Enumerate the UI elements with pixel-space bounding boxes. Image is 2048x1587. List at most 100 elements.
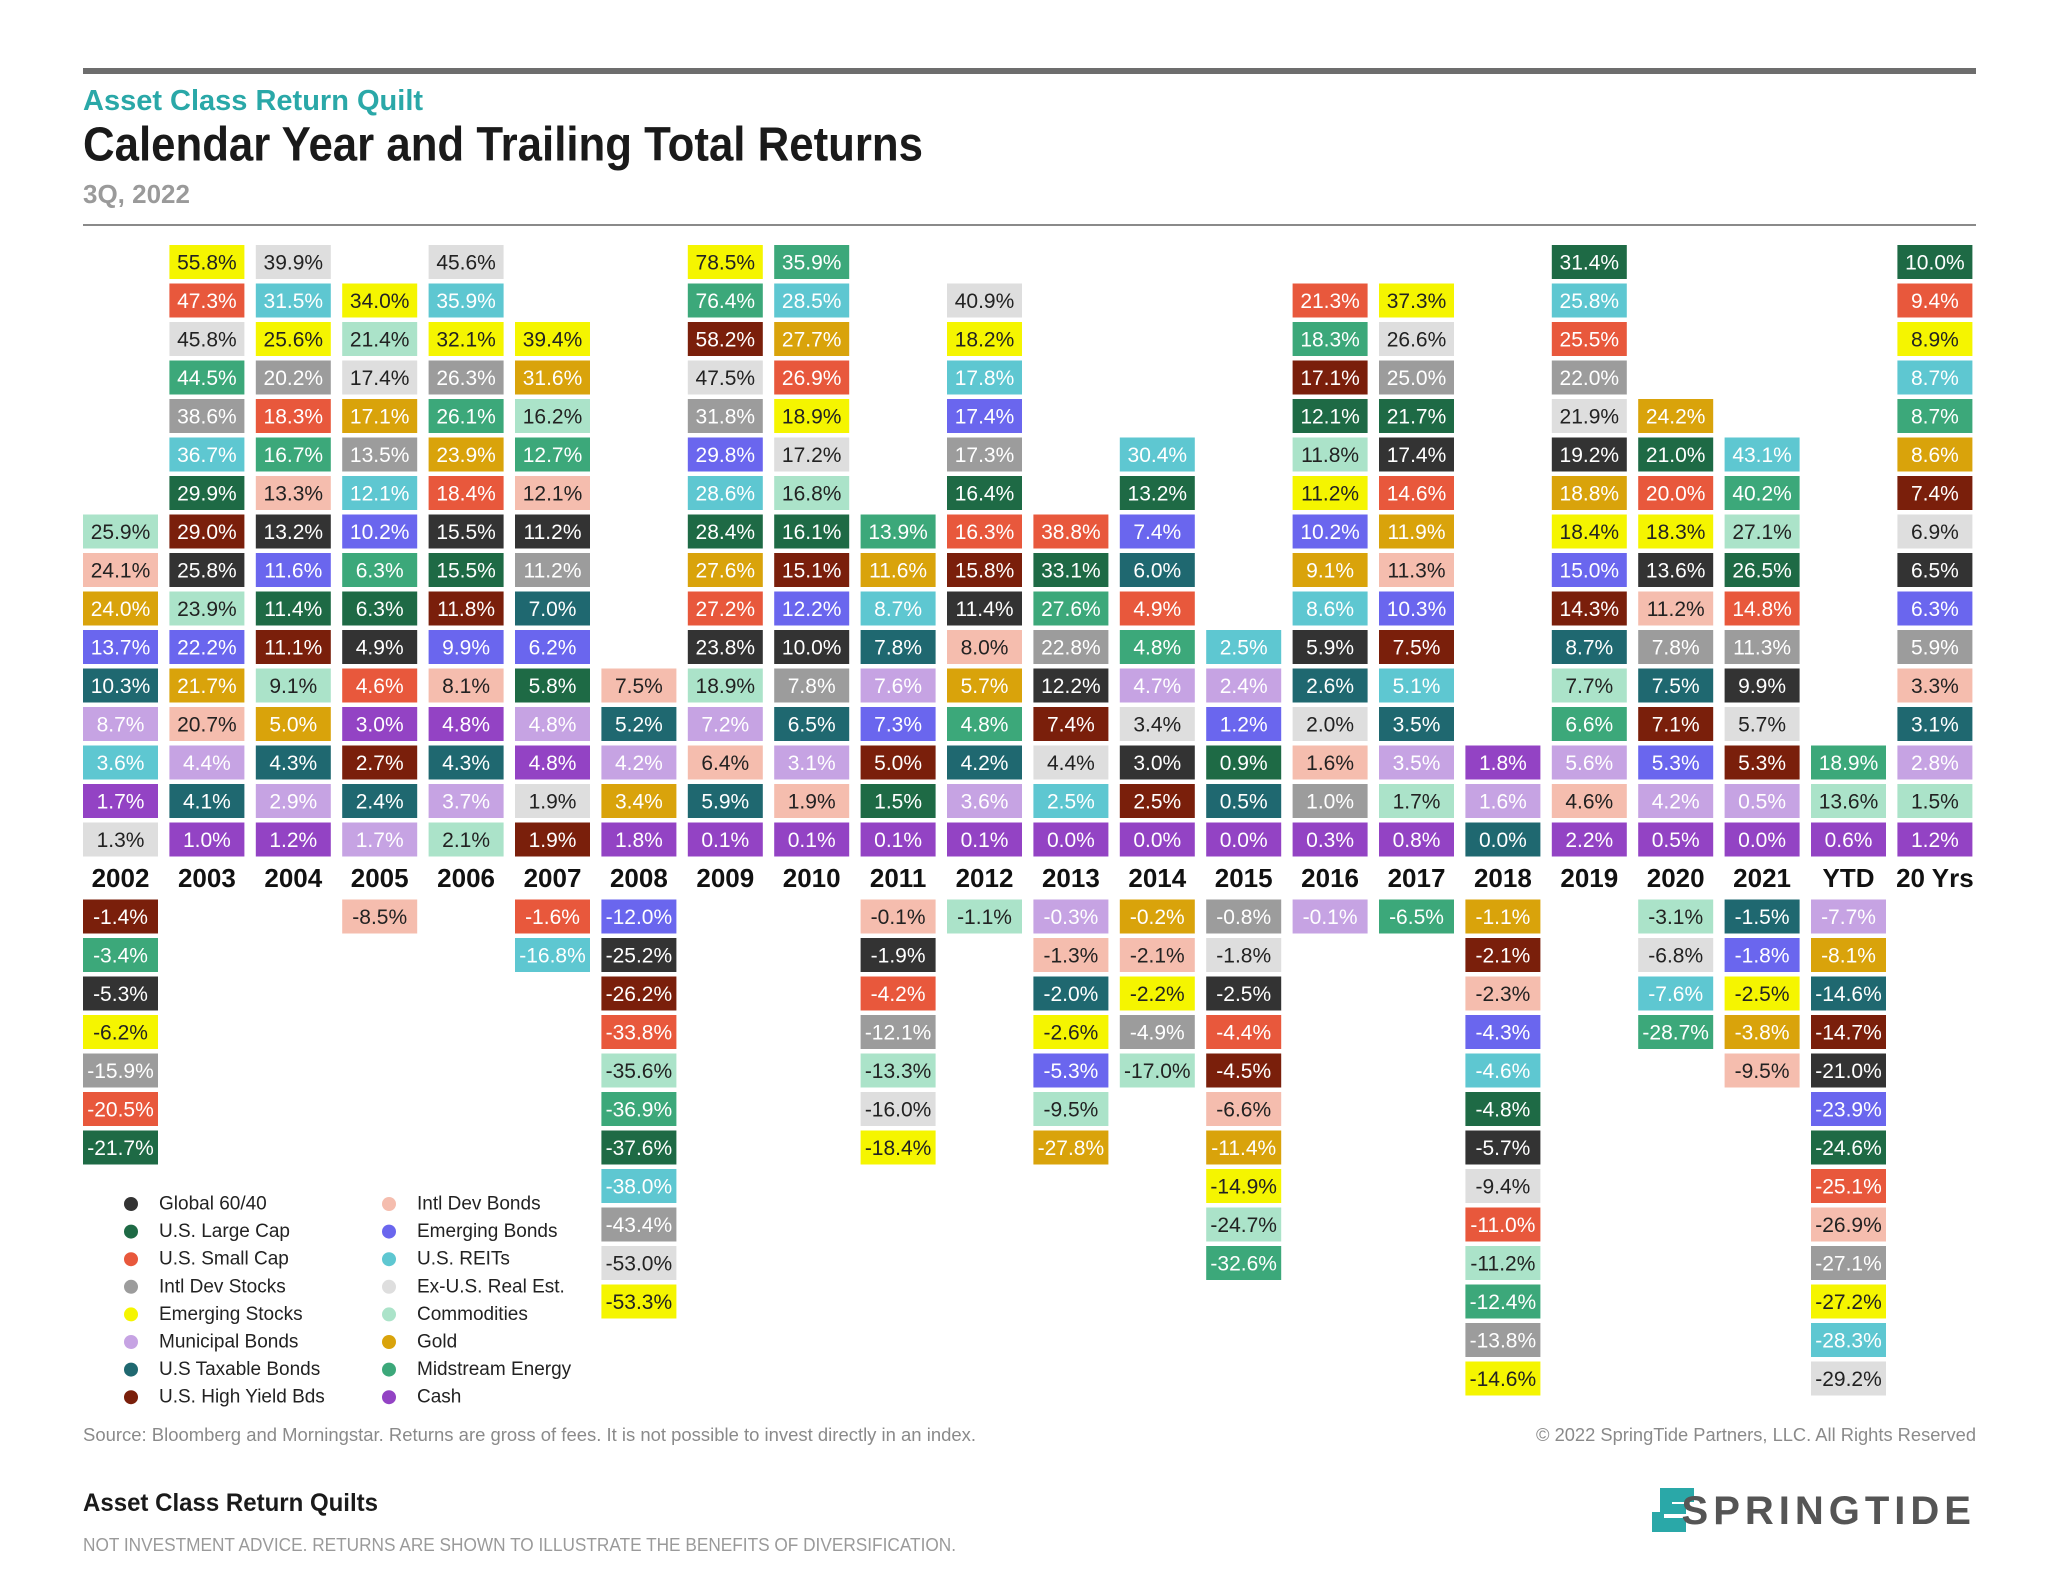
year-label: 2014: [1128, 863, 1186, 893]
cell-label: -12.4%: [1470, 1291, 1537, 1314]
cell-label: 3.5%: [1393, 752, 1441, 775]
section-title: Asset Class Return Quilts: [83, 1489, 378, 1517]
year-label: 2020: [1647, 863, 1705, 893]
cell-label: 11.6%: [264, 560, 322, 583]
cell-label: 2.2%: [1565, 829, 1613, 852]
quilt-cell: [515, 322, 590, 356]
cell-label: 38.6%: [177, 406, 237, 429]
cell-label: 3.1%: [788, 752, 836, 775]
cell-label: 1.7%: [97, 791, 145, 814]
quilt-cell: [169, 360, 245, 395]
year-label: 2012: [956, 863, 1014, 893]
quilt-cell: [774, 437, 850, 472]
quilt-cell: [1379, 899, 1454, 934]
quilt-cell: [774, 822, 850, 857]
quilt-cell: [83, 553, 158, 587]
cell-label: 45.6%: [436, 252, 496, 275]
cell-label: 18.4%: [436, 483, 496, 506]
cell-label: 4.8%: [1133, 637, 1181, 660]
cell-label: 33.1%: [1041, 560, 1101, 583]
quilt-cell: [1811, 1053, 1886, 1088]
quilt-cell: [169, 668, 245, 703]
cell-label: -0.2%: [1130, 906, 1185, 929]
cell-label: -3.4%: [93, 945, 148, 968]
quilt-cell: [1119, 745, 1195, 780]
quilt-cell: [342, 553, 418, 587]
quilt-cell: [860, 514, 936, 549]
quilt-cell: [428, 707, 504, 741]
quilt-cell: [1119, 668, 1195, 703]
quilt-cell: [1206, 1015, 1282, 1049]
quilt-cell: [83, 745, 158, 780]
quilt-cell: [169, 283, 245, 318]
quilt-cell: [1379, 360, 1454, 395]
cell-label: 2.5%: [1047, 791, 1095, 814]
legend-swatch: [124, 1335, 138, 1349]
cell-label: 3.6%: [97, 752, 145, 775]
quilt-cell: [774, 553, 850, 587]
quilt-cell: [515, 822, 590, 857]
quilt-cell: [1379, 668, 1454, 703]
quilt-cell: [83, 591, 158, 626]
cell-label: 29.0%: [177, 521, 237, 544]
cell-label: 0.1%: [961, 829, 1009, 852]
quilt-cell: [1638, 707, 1714, 741]
year-label: 2005: [351, 863, 409, 893]
quilt-cell: [947, 591, 1022, 626]
cell-label: 0.1%: [788, 829, 836, 852]
cell-label: 4.7%: [1133, 675, 1181, 698]
cell-label: 18.9%: [696, 675, 756, 698]
quilt-cell: [428, 745, 504, 780]
cell-label: -4.3%: [1475, 1022, 1530, 1045]
quilt-cell: [1638, 668, 1714, 703]
cell-label: -16.0%: [865, 1099, 932, 1122]
cell-label: 16.1%: [782, 521, 842, 544]
cell-label: 25.5%: [1560, 329, 1620, 352]
quilt-cell: [1465, 1207, 1541, 1242]
quilt-cell: [601, 976, 677, 1011]
cell-label: 15.0%: [1560, 560, 1620, 583]
quilt-cell: [1724, 553, 1800, 587]
quilt-cell: [428, 245, 504, 279]
cell-label: 11.3%: [1388, 560, 1446, 583]
quilt-cell: [169, 707, 245, 741]
cell-label: -43.4%: [606, 1214, 673, 1237]
cell-label: 30.4%: [1128, 444, 1188, 467]
quilt-cell: [1724, 784, 1800, 818]
cell-label: -25.1%: [1815, 1176, 1882, 1199]
quilt-cell: [860, 938, 936, 972]
cell-label: -12.1%: [865, 1022, 932, 1045]
logo-text: SPRINGTIDE: [1682, 1489, 1976, 1533]
cell-label: 1.0%: [1306, 791, 1354, 814]
quilt-cell: [1292, 899, 1368, 934]
cell-label: 7.3%: [874, 714, 922, 737]
cell-label: 6.5%: [788, 714, 836, 737]
cell-label: 7.4%: [1047, 714, 1095, 737]
quilt-cell: [342, 476, 418, 510]
cell-label: 7.2%: [701, 714, 749, 737]
cell-label: -4.4%: [1216, 1022, 1271, 1045]
year-label: 2009: [696, 863, 754, 893]
quilt-cell: [1465, 976, 1541, 1011]
cell-label: -23.9%: [1815, 1099, 1882, 1122]
quilt-cell: [83, 1130, 158, 1165]
cell-label: 3.4%: [615, 791, 663, 814]
legend-swatch: [124, 1390, 138, 1405]
quilt-cell: [1811, 745, 1886, 780]
quilt-cell: [860, 822, 936, 857]
quilt-cell: [515, 899, 590, 934]
quilt-cell: [1292, 322, 1368, 356]
quilt-cell: [1119, 707, 1195, 741]
cell-label: 5.9%: [1306, 637, 1354, 660]
cell-label: 21.9%: [1560, 406, 1620, 429]
quilt-cell: [1033, 1053, 1109, 1088]
quilt-cell: [687, 668, 763, 703]
cell-label: 17.4%: [955, 406, 1015, 429]
quilt-cell: [169, 822, 245, 857]
cell-label: 8.1%: [442, 675, 490, 698]
year-label: 2007: [524, 863, 582, 893]
quilt-cell: [83, 668, 158, 703]
cell-label: -32.6%: [1210, 1253, 1277, 1276]
cell-label: -21.0%: [1815, 1060, 1882, 1083]
cell-label: 2.5%: [1133, 791, 1181, 814]
